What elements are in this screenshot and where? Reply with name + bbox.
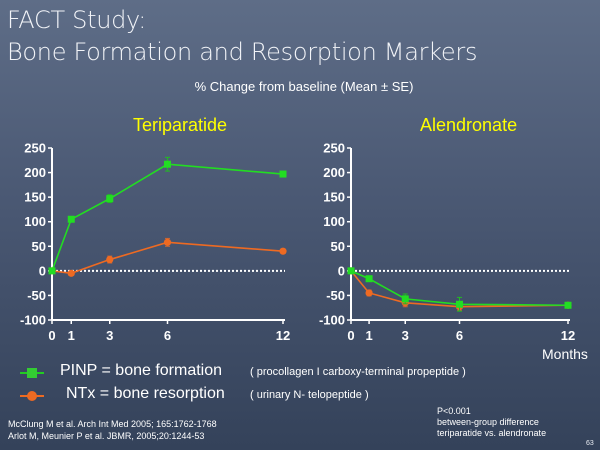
y-tick-label-alendronate: 250 (323, 141, 345, 156)
x-tick-label-teriparatide: 0 (48, 328, 55, 343)
x-tick-label-alendronate: 6 (456, 328, 463, 343)
x-axis-unit-label: Months (542, 346, 588, 362)
data-point-pinp-alendronate (401, 295, 409, 303)
y-tick-label-teriparatide: -50 (27, 288, 46, 303)
p-value-note-line-2: between-group difference (437, 417, 539, 427)
p-value-note-line-3: teriparatide vs. alendronate (437, 428, 547, 438)
data-point-ntx-teriparatide (163, 238, 172, 246)
legend-item-pinp: PINP = bone formation ( procollagen I ca… (20, 362, 500, 382)
x-tick-label-teriparatide: 6 (164, 328, 171, 343)
x-tick-label-alendronate: 0 (347, 328, 354, 343)
y-tick-label-alendronate: 150 (323, 190, 345, 205)
legend-label-ntx: NTx = bone resorption (66, 385, 225, 402)
data-point-pinp-teriparatide (106, 195, 114, 203)
data-point-pinp-teriparatide (67, 215, 75, 223)
legend-note-pinp: ( procollagen I carboxy-terminal propept… (250, 366, 466, 378)
y-tick-label-alendronate: 0 (338, 263, 345, 278)
p-value-note: P<0.001 (437, 406, 471, 416)
y-tick-label-alendronate: 100 (323, 214, 345, 229)
y-tick-label-teriparatide: 100 (24, 214, 46, 229)
y-tick-label-alendronate: 200 (323, 165, 345, 180)
x-tick-label-teriparatide: 12 (276, 328, 290, 343)
y-tick-label-teriparatide: 200 (24, 165, 46, 180)
legend-note-ntx: ( urinary N- telopeptide ) (250, 389, 369, 401)
data-point-ntx-alendronate (365, 289, 373, 297)
y-tick-label-teriparatide: 150 (24, 190, 46, 205)
y-tick-label-teriparatide: 50 (32, 239, 46, 254)
data-point-pinp-alendronate (564, 301, 572, 309)
x-tick-label-alendronate: 3 (402, 328, 409, 343)
legend-label-pinp: PINP = bone formation (60, 362, 223, 379)
y-tick-label-alendronate: 50 (331, 239, 345, 254)
slide-title-line-1: FACT Study: (7, 6, 146, 34)
slide-title-line-2: Bone Formation and Resorption Markers (7, 38, 478, 66)
x-tick-label-teriparatide: 3 (106, 328, 113, 343)
slide-number: 63 (586, 440, 594, 447)
legend-item-ntx: NTx = bone resorption ( urinary N- telop… (20, 385, 500, 405)
data-point-ntx-teriparatide (67, 269, 75, 277)
data-point-pinp-alendronate (456, 300, 463, 308)
data-point-pinp-teriparatide (279, 170, 287, 178)
x-tick-label-teriparatide: 1 (68, 328, 75, 343)
chart-title-alendronate: Alendronate (420, 115, 518, 135)
data-point-pinp-alendronate (347, 267, 355, 275)
reference-2: Arlot M, Meunier P et al. JBMR, 2005;20:… (8, 431, 205, 441)
y-tick-label-teriparatide: 0 (39, 263, 46, 278)
series-line-pinp-teriparatide (51, 163, 284, 272)
legend-circle-marker-icon (20, 391, 44, 401)
data-point-pinp-teriparatide (164, 160, 171, 168)
y-tick-label-teriparatide: -100 (20, 313, 46, 328)
x-tick-label-alendronate: 1 (365, 328, 372, 343)
data-point-pinp-alendronate (365, 275, 373, 283)
y-tick-label-teriparatide: 250 (24, 141, 46, 156)
data-point-ntx-teriparatide (106, 255, 114, 264)
reference-1: McClung M et al. Arch Int Med 2005; 165:… (8, 419, 217, 429)
legend-square-marker-icon (20, 368, 44, 378)
y-tick-label-alendronate: -50 (326, 288, 345, 303)
x-tick-label-alendronate: 12 (561, 328, 575, 343)
data-point-pinp-teriparatide (48, 267, 56, 275)
series-line-ntx-teriparatide (51, 241, 284, 275)
chart-subtitle: % Change from baseline (Mean ± SE) (194, 79, 414, 94)
data-point-ntx-teriparatide (279, 247, 287, 255)
y-tick-label-alendronate: -100 (319, 313, 345, 328)
chart-title-teriparatide: Teriparatide (133, 115, 228, 135)
